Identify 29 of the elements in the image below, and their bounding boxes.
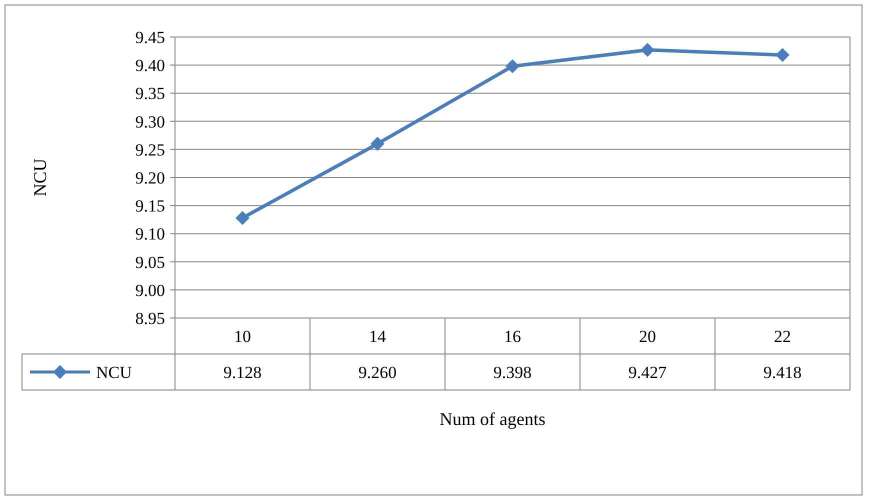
x-tick-label: 10 — [234, 326, 251, 346]
data-label: 9.128 — [223, 362, 262, 382]
y-tick-label: 9.35 — [135, 84, 165, 104]
y-axis-title: NCU — [30, 158, 50, 197]
y-tick-label: 9.20 — [135, 168, 165, 188]
data-label: 9.427 — [628, 362, 668, 382]
y-tick-label: 9.30 — [135, 112, 165, 132]
x-tick-label: 16 — [504, 326, 521, 346]
data-label: 9.398 — [493, 362, 532, 382]
y-tick-label: 9.05 — [135, 252, 165, 272]
y-tick-label: 9.25 — [135, 140, 165, 160]
point — [370, 136, 384, 151]
y-tick-label: 9.45 — [135, 28, 165, 47]
x-tick-label: 20 — [639, 326, 656, 346]
y-tick-label: 9.15 — [135, 196, 165, 216]
point — [236, 210, 250, 225]
x-axis-title: Num of agents — [440, 409, 546, 429]
point — [776, 48, 790, 62]
point — [640, 42, 654, 57]
y-tick-label: 8.95 — [135, 308, 165, 328]
y-tick-label: 9.40 — [135, 56, 165, 76]
data-label: 9.260 — [358, 362, 397, 382]
x-tick-label: 14 — [369, 326, 386, 346]
data-label: 9.418 — [763, 362, 802, 382]
point — [506, 59, 520, 74]
y-tick-label: 9.00 — [135, 280, 165, 300]
x-tick-label: 22 — [774, 326, 791, 346]
y-tick-label: 9.10 — [135, 224, 165, 244]
legend-label: NCU — [96, 362, 132, 382]
